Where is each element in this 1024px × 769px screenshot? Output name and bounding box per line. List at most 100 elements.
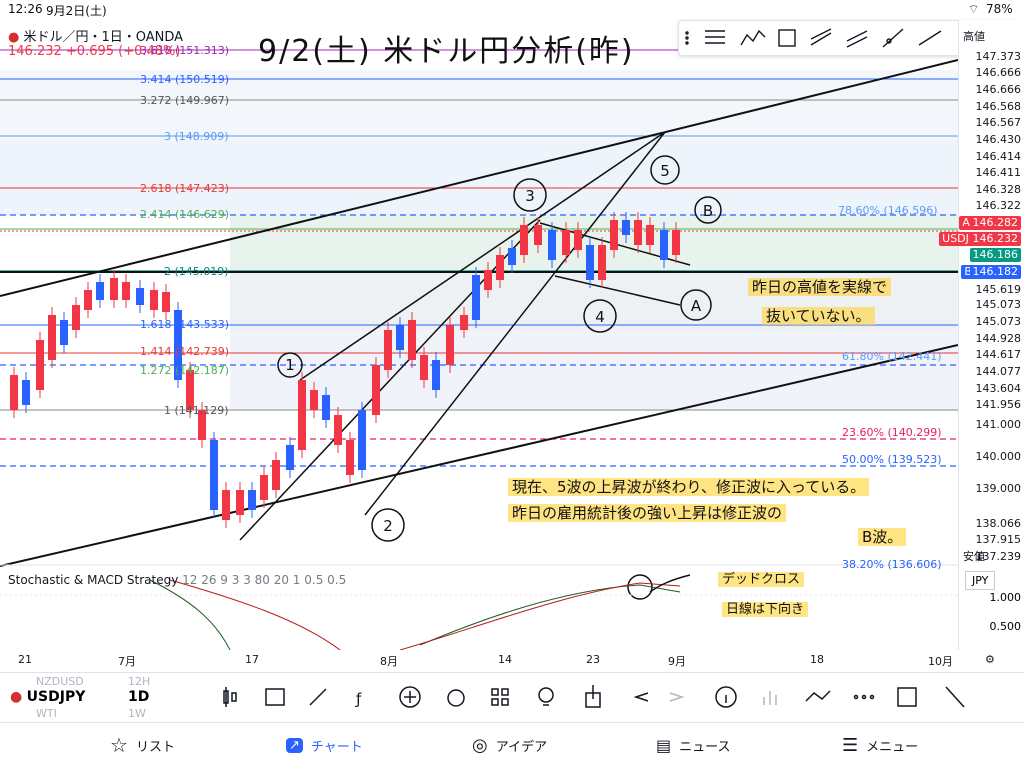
redo-icon	[669, 692, 685, 702]
fx-icon: ƒ	[355, 690, 362, 708]
menu-icon: ☰	[842, 734, 859, 756]
price-label: 144.077	[975, 365, 1022, 378]
nav-news[interactable]: ▤ ニュース	[656, 735, 731, 755]
nav-chart[interactable]: ↗ チャート	[286, 731, 363, 759]
fib-label-left: 2.618 (147.423)	[140, 182, 230, 195]
price-label: 146.182	[969, 265, 1021, 279]
status-date: 9月2日(土)	[46, 4, 107, 18]
wave-3: 3	[525, 187, 535, 205]
more-icon	[853, 694, 875, 700]
note-daily-down: 日線は下向き	[722, 598, 809, 617]
currency-badge[interactable]: JPY	[965, 571, 996, 590]
trendline-tool-icon	[918, 30, 942, 46]
wifi-icon: ⌔	[968, 2, 980, 16]
wave-2: 2	[383, 517, 393, 535]
info-icon	[715, 686, 737, 708]
nav-menu[interactable]: ☰ メニュー	[842, 734, 919, 756]
price-label: 145.073	[975, 315, 1022, 328]
price-label: 140.000	[975, 450, 1022, 463]
wave-B: B	[703, 202, 713, 220]
square-icon	[897, 687, 917, 707]
status-time: 12:26	[8, 2, 43, 16]
wave-icon	[805, 690, 831, 702]
price-label: 144.928	[975, 332, 1022, 345]
price-label: 146.567	[975, 116, 1022, 129]
price-label: 146.322	[975, 199, 1022, 212]
price-label: 137.239	[975, 550, 1022, 563]
price-label: 146.666	[975, 83, 1022, 96]
price-label: 145.619	[975, 283, 1022, 296]
note-dead-cross: デッドクロス	[718, 568, 805, 587]
nav-list[interactable]: ☆ リスト	[110, 733, 175, 757]
price-label: 141.000	[975, 418, 1022, 431]
chart-icon: ↗	[286, 737, 303, 753]
price-axis[interactable]: 147.373 146.666 146.666 146.568 146.567 146.4…	[939, 20, 1024, 565]
compare-icon	[265, 688, 285, 706]
elliott-tool-icon	[740, 29, 766, 46]
price-label: 137.915	[975, 533, 1022, 546]
price-label: 146.666	[975, 66, 1022, 79]
undo-icon	[633, 692, 649, 702]
fib-label-left: 1 (141.129)	[164, 404, 229, 417]
fib-label-right: 50.00% (139.523)	[842, 453, 942, 466]
price-label: 146.186	[969, 248, 1021, 262]
price-label: 138.066	[975, 517, 1022, 530]
wave-5: 5	[660, 162, 670, 180]
share-icon	[585, 685, 601, 708]
symbol-selector[interactable]: ● USDJPY	[10, 689, 86, 705]
price-label: 146.282	[969, 216, 1021, 230]
candles	[10, 212, 680, 528]
price-label: 147.373	[975, 50, 1022, 63]
ideas-icon	[538, 687, 554, 706]
price-label: 146.414	[975, 150, 1022, 163]
parallel-tool-icon	[846, 30, 868, 48]
battery-level: 78%	[986, 2, 1013, 16]
price-label: 146.411	[975, 166, 1022, 179]
indicator-title[interactable]: Stochastic & MACD Strategy 12 26 9 3 3 8…	[8, 573, 347, 587]
settings-icon[interactable]: ⚙	[985, 653, 995, 666]
price-label: 145.073	[975, 298, 1022, 311]
nav-ideas[interactable]: ◎ アイデア	[472, 734, 548, 756]
wave-4: 4	[595, 308, 605, 326]
price-label: 143.604	[975, 382, 1022, 395]
ray-tool-icon	[882, 28, 904, 48]
symbol-title[interactable]: ● 米ドル／円・1日・OANDA	[8, 30, 184, 45]
interval-selector[interactable]: 1D	[128, 689, 150, 705]
time-axis[interactable]: 21 7月 17 8月 14 23 9月 18 10月 ⚙	[18, 653, 995, 668]
price-chart[interactable]: 1 2 3 4 5 A B	[0, 20, 958, 650]
bars-icon	[763, 691, 777, 705]
bottom-toolbar: NZDUSD 12H WTI 1W ● USDJPY 1D ƒ	[0, 672, 1024, 721]
expand-icon	[945, 686, 965, 708]
price-label: 141.956	[975, 398, 1022, 411]
heading-note: 9/2(土) 米ドル円分析(昨)	[258, 34, 635, 69]
fib-label-left: 3.272 (149.967)	[140, 94, 230, 107]
channel-tool-icon	[810, 28, 832, 46]
price-label: 146.232	[969, 232, 1021, 246]
drag-handle-icon	[685, 31, 689, 45]
alert-icon	[447, 689, 465, 707]
price-label: 146.328	[975, 183, 1022, 196]
bottom-nav: ☆ リスト ↗ チャート ◎ アイデア ▤ ニュース ☰ メニュー	[0, 722, 1024, 769]
news-icon: ▤	[656, 735, 672, 755]
svg-text:ƒ: ƒ	[355, 690, 362, 708]
status-bar: 12:26 9月2日(土) ⌔ 78%	[0, 0, 1024, 20]
candle-type-icon	[223, 687, 237, 707]
note-main-3: B波。	[858, 526, 907, 547]
fib-label-left: 1.272 (142.187)	[140, 364, 230, 377]
note-high: 昨日の高値を実線で	[748, 276, 892, 297]
note-main-1: 現在、5波の上昇波が終わり、修正波に入っている。	[508, 476, 870, 497]
price-quote: 146.232 +0.695 (+0.48%)	[8, 44, 181, 59]
fib-label-right: 78.60% (146.596)	[838, 204, 938, 217]
add-icon	[399, 686, 421, 708]
note-high-2: 抜いていない。	[762, 305, 875, 326]
flag-icon: ●	[8, 30, 20, 45]
draw-icon	[309, 688, 327, 706]
idea-icon: ◎	[472, 734, 488, 756]
fib-label-left: 1.618 (143.533)	[140, 318, 230, 331]
star-icon: ☆	[110, 733, 128, 757]
price-label: 144.617	[975, 348, 1022, 361]
fib-label-left: 3.414 (150.519)	[140, 73, 230, 86]
toolbar-icons: ƒ	[223, 685, 965, 708]
note-main-2: 昨日の雇用統計後の強い上昇は修正波の	[508, 502, 787, 523]
rect-tool-icon	[778, 29, 796, 47]
